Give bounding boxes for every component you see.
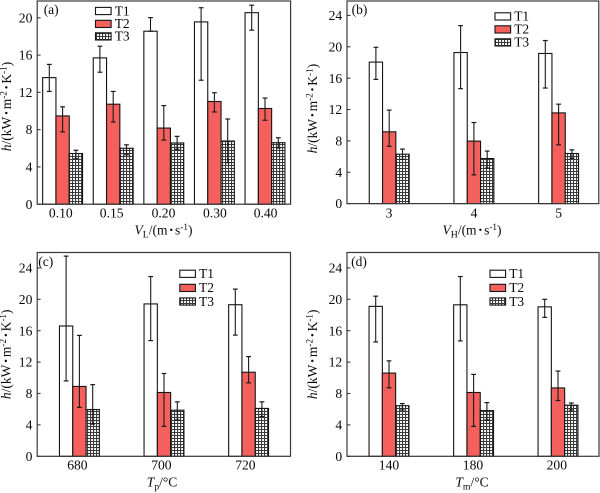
svg-text:0.20: 0.20: [152, 206, 176, 221]
svg-text:T3: T3: [509, 294, 524, 309]
svg-text:8: 8: [335, 386, 342, 401]
svg-text:12: 12: [329, 355, 343, 370]
svg-text:0: 0: [26, 449, 33, 464]
svg-text:680: 680: [67, 457, 88, 472]
svg-text:8: 8: [335, 133, 342, 148]
svg-text:5: 5: [555, 206, 562, 221]
svg-text:200: 200: [547, 457, 568, 472]
svg-text:h/(kW · m-2 · K-1): h/(kW · m-2 · K-1): [305, 64, 322, 154]
svg-text:0.40: 0.40: [254, 206, 278, 221]
svg-text:4: 4: [335, 165, 342, 180]
svg-text:Tp/°C: Tp/°C: [147, 475, 178, 493]
svg-text:0.10: 0.10: [49, 206, 73, 221]
svg-text:180: 180: [463, 457, 484, 472]
svg-text:T2: T2: [509, 280, 524, 295]
svg-text:4: 4: [335, 418, 342, 433]
svg-text:(a): (a): [44, 2, 59, 17]
svg-text:T3: T3: [199, 294, 214, 309]
svg-text:T1: T1: [514, 9, 529, 24]
svg-text:Tm/°C: Tm/°C: [455, 475, 488, 493]
svg-text:T2: T2: [199, 280, 214, 295]
svg-text:T1: T1: [509, 266, 524, 281]
svg-text:0.30: 0.30: [203, 206, 227, 221]
svg-text:20: 20: [329, 292, 343, 307]
svg-text:(b): (b): [352, 2, 368, 17]
svg-text:12: 12: [19, 85, 33, 100]
svg-text:T1: T1: [115, 3, 130, 18]
svg-text:140: 140: [379, 457, 400, 472]
svg-text:(d): (d): [351, 254, 367, 269]
svg-text:700: 700: [151, 457, 172, 472]
svg-text:4: 4: [26, 418, 33, 433]
svg-text:(c): (c): [38, 254, 53, 269]
svg-text:4: 4: [26, 160, 33, 175]
svg-text:20: 20: [19, 292, 33, 307]
svg-text:VL/(m · s-1): VL/(m · s-1): [135, 222, 193, 241]
svg-text:h/(kW · m-2 · K-1): h/(kW · m-2 · K-1): [0, 309, 14, 399]
svg-text:24: 24: [329, 261, 343, 276]
svg-text:24: 24: [19, 261, 33, 276]
svg-text:20: 20: [329, 39, 343, 54]
svg-text:16: 16: [19, 323, 33, 338]
svg-text:20: 20: [19, 10, 33, 25]
svg-text:VH/(m · s-1): VH/(m · s-1): [442, 222, 501, 241]
svg-text:12: 12: [329, 102, 343, 117]
svg-text:3: 3: [386, 206, 393, 221]
svg-text:T3: T3: [514, 35, 529, 50]
svg-text:h/(kW · m-2 · K-1): h/(kW · m-2 · K-1): [305, 309, 322, 399]
svg-text:0: 0: [335, 449, 342, 464]
svg-text:h/(kW · m-2 · K-1): h/(kW · m-2 · K-1): [0, 62, 15, 152]
svg-text:T2: T2: [115, 16, 130, 31]
svg-text:16: 16: [329, 71, 343, 86]
svg-text:T3: T3: [115, 29, 130, 44]
svg-text:4: 4: [471, 206, 478, 221]
svg-text:8: 8: [26, 386, 33, 401]
svg-text:T1: T1: [199, 266, 214, 281]
svg-text:8: 8: [26, 122, 33, 137]
svg-text:0: 0: [26, 197, 33, 212]
svg-text:0: 0: [335, 196, 342, 211]
svg-text:720: 720: [235, 457, 256, 472]
svg-text:24: 24: [329, 8, 343, 23]
svg-text:16: 16: [19, 48, 33, 63]
svg-text:0.15: 0.15: [100, 206, 124, 221]
svg-text:T2: T2: [514, 22, 529, 37]
svg-text:12: 12: [19, 355, 33, 370]
svg-text:16: 16: [329, 323, 343, 338]
